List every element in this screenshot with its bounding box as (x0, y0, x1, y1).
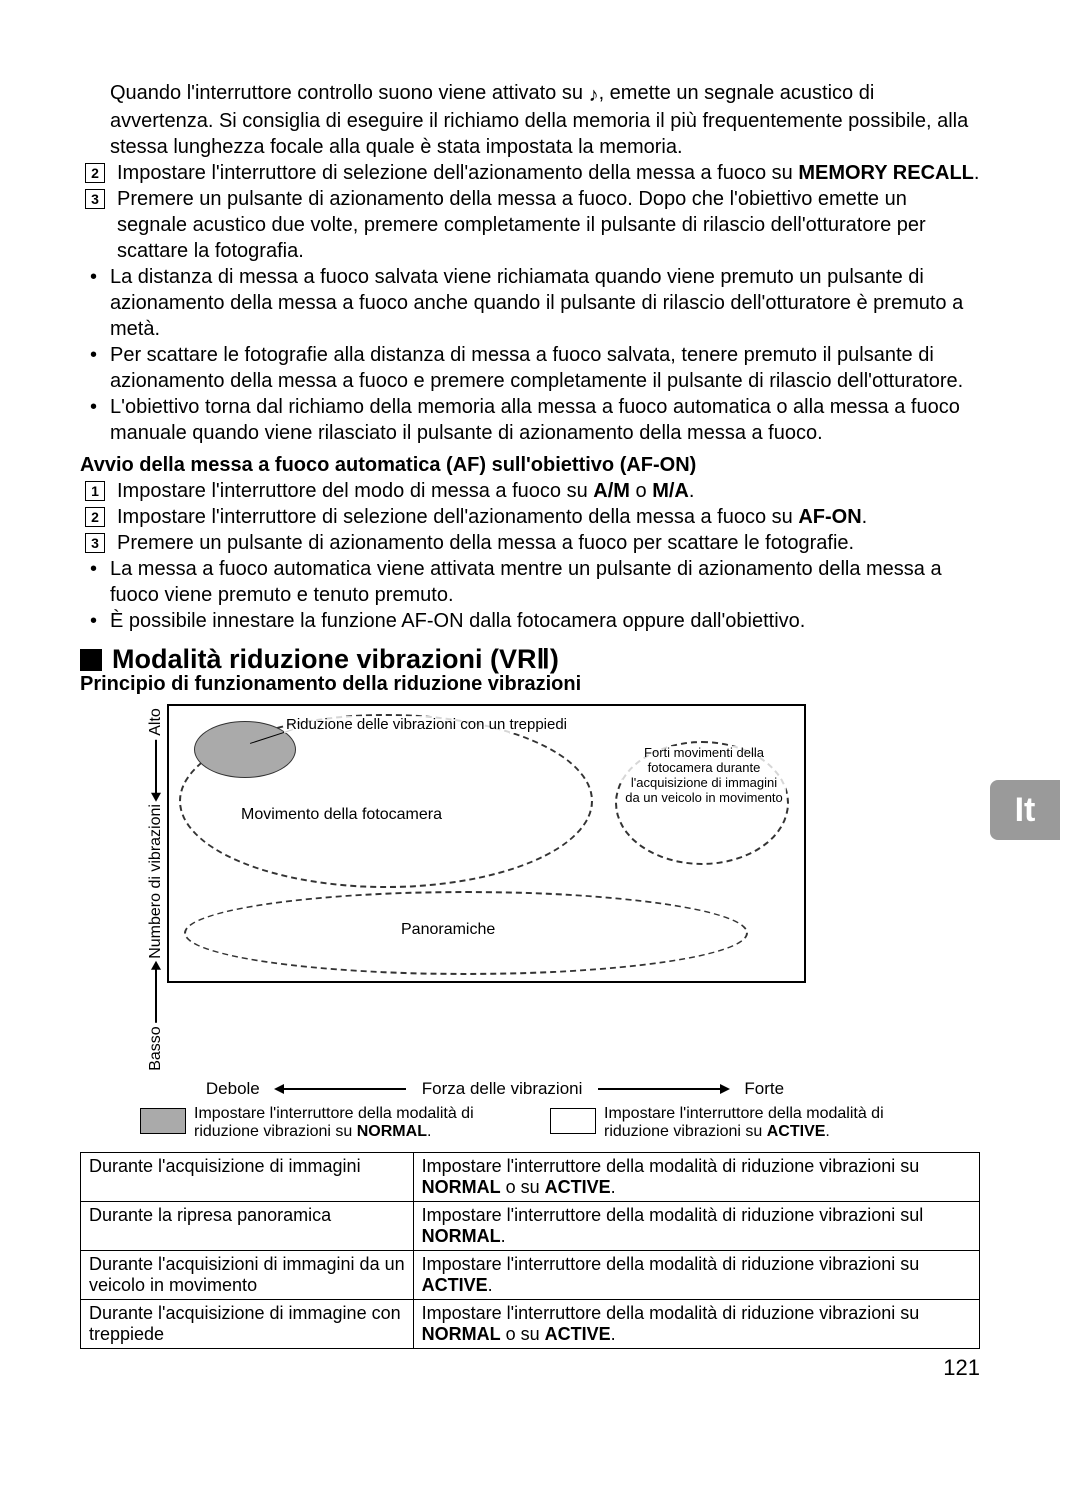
bullet-a-0: •La distanza di messa a fuoco salvata vi… (90, 264, 980, 342)
legend: Impostare l'interruttore della modalità … (140, 1105, 980, 1142)
language-tab: It (990, 780, 1060, 840)
afon-step-3: 3 Premere un pulsante di azionamento del… (85, 530, 980, 556)
table-row: Durante l'acquisizioni di immagini da un… (81, 1250, 980, 1299)
tripod-oval (194, 721, 296, 778)
intro-text-1: Quando l'interruttore controllo suono vi… (110, 82, 583, 104)
afon-1-b1: A/M (593, 480, 630, 502)
bullet-b-1: •È possibile innestare la funzione AF-ON… (90, 608, 980, 634)
afon-num-2: 2 (85, 507, 105, 527)
step-3-text: Premere un pulsante di azionamento della… (117, 186, 980, 264)
legend-normal-pre: Impostare l'interruttore della modalità … (194, 1105, 474, 1140)
pan-label: Panoramiche (399, 921, 497, 939)
camera-move-label: Movimento della fotocamera (239, 806, 444, 824)
step-3: 3 Premere un pulsante di azionamento del… (85, 186, 980, 264)
step-2-bold: MEMORY RECALL (798, 162, 974, 184)
afon-num-1: 1 (85, 481, 105, 501)
y-high: Alto (147, 708, 165, 736)
table-cell-scenario: Durante l'acquisizione di immagine con t… (81, 1299, 414, 1348)
section-subtitle: Principio di funzionamento della riduzio… (80, 673, 980, 696)
legend-normal-bold: NORMAL (357, 1123, 427, 1140)
afon-3-pre: Premere un pulsante di azionamento della… (117, 532, 854, 554)
y-low: Basso (147, 1026, 165, 1070)
table-cell-setting: Impostare l'interruttore della modalità … (413, 1152, 979, 1201)
table-cell-scenario: Durante l'acquisizioni di immagini da un… (81, 1250, 414, 1299)
afon-num-3: 3 (85, 533, 105, 553)
bullet-a-0-text: La distanza di messa a fuoco salvata vie… (110, 264, 980, 342)
x-axis: Debole Forza delle vibrazioni Forte (175, 1079, 815, 1099)
table-cell-setting: Impostare l'interruttore della modalità … (413, 1201, 979, 1250)
chart-area: Riduzione delle vibrazioni con un treppi… (167, 704, 806, 983)
afon-1-mid: o (630, 480, 652, 502)
step-2-after: . (974, 162, 980, 184)
bullet-b-1-text: È possibile innestare la funzione AF-ON … (110, 608, 980, 634)
table-row: Durante la ripresa panoramicaImpostare l… (81, 1201, 980, 1250)
table-cell-scenario: Durante la ripresa panoramica (81, 1201, 414, 1250)
y-mid: Numbero di vibrazioni (147, 804, 165, 959)
x-right: Forte (744, 1079, 784, 1099)
legend-active-bold: ACTIVE (767, 1123, 826, 1140)
vibration-diagram: Basso Numbero di vibrazioni Alto (145, 704, 980, 1099)
subheading-afon: Avvio della messa a fuoco automatica (AF… (80, 452, 980, 478)
sound-icon: ♪ (589, 82, 599, 108)
section-bullet-icon (80, 649, 102, 671)
step-2-text: Impostare l'interruttore di selezione de… (117, 162, 798, 184)
legend-normal-swatch-icon (140, 1108, 186, 1134)
bullet-a-1: •Per scattare le fotografie alla distanz… (90, 342, 980, 394)
afon-2-after: . (862, 506, 868, 528)
x-mid: Forza delle vibrazioni (422, 1079, 583, 1099)
table-cell-scenario: Durante l'acquisizione di immagini (81, 1152, 414, 1201)
bullet-a-2: •L'obiettivo torna dal richiamo della me… (90, 394, 980, 446)
x-arrow-right-icon (598, 1088, 728, 1090)
step-2: 2 Impostare l'interruttore di selezione … (85, 160, 980, 186)
page-number: 121 (80, 1355, 980, 1381)
legend-active-swatch-icon (550, 1108, 596, 1134)
table-row: Durante l'acquisizione di immaginiImpost… (81, 1152, 980, 1201)
legend-active: Impostare l'interruttore della modalità … (550, 1105, 930, 1142)
afon-step-2: 2 Impostare l'interruttore di selezione … (85, 504, 980, 530)
section-title-text: Modalità riduzione vibrazioni (VRⅡ) (112, 644, 559, 675)
table-cell-setting: Impostare l'interruttore della modalità … (413, 1250, 979, 1299)
tripod-label: Riduzione delle vibrazioni con un treppi… (284, 716, 569, 733)
afon-2-b: AF-ON (798, 506, 861, 528)
afon-1-b2: M/A (652, 480, 689, 502)
x-left: Debole (206, 1079, 260, 1099)
legend-normal: Impostare l'interruttore della modalità … (140, 1105, 520, 1142)
table-row: Durante l'acquisizione di immagine con t… (81, 1299, 980, 1348)
x-arrow-left-icon (276, 1088, 406, 1090)
table-cell-setting: Impostare l'interruttore della modalità … (413, 1299, 979, 1348)
bullet-a-2-text: L'obiettivo torna dal richiamo della mem… (110, 394, 980, 446)
afon-1-pre: Impostare l'interruttore del modo di mes… (117, 480, 593, 502)
afon-2-pre: Impostare l'interruttore di selezione de… (117, 506, 798, 528)
bullet-b-0-text: La messa a fuoco automatica viene attiva… (110, 556, 980, 608)
bullet-b-0: •La messa a fuoco automatica viene attiv… (90, 556, 980, 608)
settings-table: Durante l'acquisizione di immaginiImpost… (80, 1152, 980, 1349)
y-axis-label: Basso Numbero di vibrazioni Alto (145, 704, 167, 1075)
step-number-3: 3 (85, 189, 105, 209)
afon-step-1: 1 Impostare l'interruttore del modo di m… (85, 478, 980, 504)
step-number-2: 2 (85, 163, 105, 183)
intro-paragraph: Quando l'interruttore controllo suono vi… (110, 80, 980, 160)
section-title: Modalità riduzione vibrazioni (VRⅡ) (80, 644, 980, 675)
afon-1-after: . (689, 480, 695, 502)
bullet-a-1-text: Per scattare le fotografie alla distanza… (110, 342, 980, 394)
legend-active-pre: Impostare l'interruttore della modalità … (604, 1105, 884, 1140)
vehicle-label: Forti movimenti della fotocamera durante… (622, 746, 786, 806)
